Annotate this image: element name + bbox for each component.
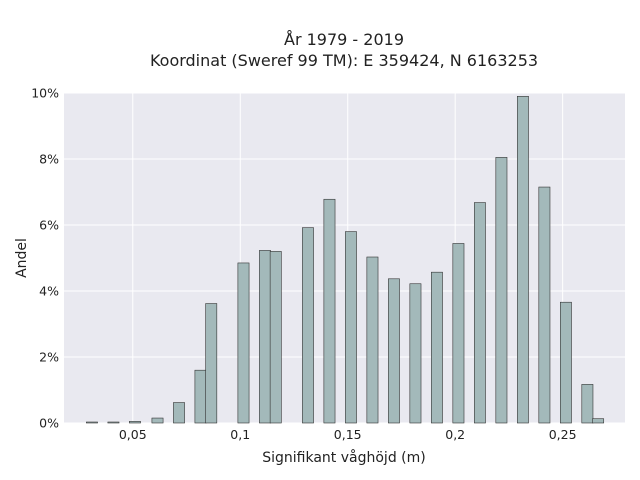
histogram-bar — [581, 384, 594, 424]
histogram-bar — [495, 157, 508, 424]
histogram-bar — [538, 186, 551, 424]
histogram-bar — [173, 402, 185, 424]
histogram-bar — [151, 417, 164, 424]
y-tick-label: 0% — [39, 416, 59, 431]
y-tick-label: 4% — [39, 284, 59, 299]
histogram-bar — [560, 301, 572, 424]
histogram-bar — [205, 303, 218, 424]
x-tick-label: 0,05 — [119, 427, 147, 442]
x-tick-label: 0,2 — [445, 427, 465, 442]
x-axis-label: Signifikant våghöjd (m) — [262, 449, 425, 466]
histogram-bar — [323, 198, 336, 424]
histogram-bar — [86, 421, 98, 424]
histogram-bar — [345, 231, 357, 424]
x-tick-label: 0,15 — [334, 427, 362, 442]
histogram-bar — [431, 271, 443, 424]
histogram-bar — [129, 421, 141, 424]
y-axis-ticks: 0% 2% 4% 6% 8% 10% — [31, 86, 59, 431]
y-tick-label: 8% — [39, 152, 59, 167]
histogram-bar — [409, 283, 422, 424]
x-tick-label: 0,1 — [230, 427, 250, 442]
x-tick-label: 0,25 — [549, 427, 577, 442]
y-axis-label: Andel — [14, 238, 30, 278]
histogram-bar — [474, 202, 486, 424]
histogram-bar — [302, 227, 314, 424]
y-tick-label: 2% — [39, 350, 59, 365]
histogram-bar — [107, 421, 120, 424]
histogram-bar — [269, 251, 282, 424]
y-tick-label: 6% — [39, 218, 59, 233]
histogram-bar — [592, 418, 605, 424]
y-tick-label: 10% — [31, 86, 59, 101]
histogram-bar — [452, 243, 465, 424]
chart-title-line2: Koordinat (Sweref 99 TM): E 359424, N 61… — [150, 51, 538, 70]
histogram-bar — [517, 96, 529, 424]
histogram-bar — [237, 262, 250, 424]
bars — [86, 96, 605, 424]
histogram-bar — [259, 250, 271, 424]
plot-area — [64, 93, 625, 423]
chart-title-line1: År 1979 - 2019 — [284, 30, 404, 49]
x-axis-ticks: 0,05 0,1 0,15 0,2 0,25 — [119, 427, 577, 442]
histogram-bar — [366, 256, 379, 424]
histogram-bar — [388, 278, 400, 424]
histogram-bar — [194, 369, 207, 424]
